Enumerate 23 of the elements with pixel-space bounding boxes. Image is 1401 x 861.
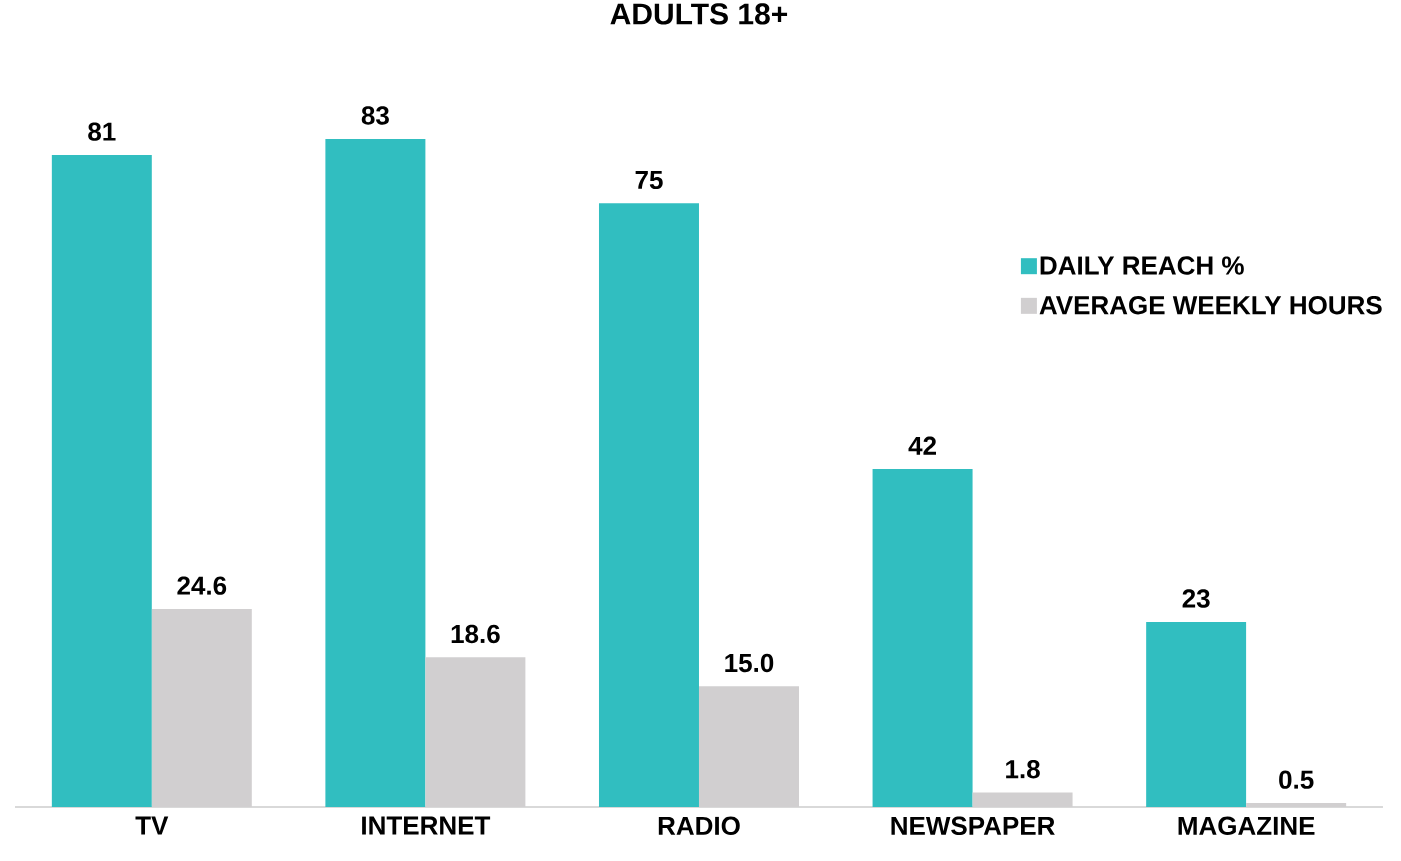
data-label: 0.5 bbox=[1279, 770, 1314, 789]
x-tick-label: INTERNET bbox=[362, 816, 491, 835]
legend-label: AVERAGE WEEKLY HOURS bbox=[1039, 295, 1382, 315]
data-label: 83 bbox=[361, 106, 389, 125]
bar bbox=[325, 138, 426, 808]
x-tick-label: MAGAZINE bbox=[1178, 816, 1315, 835]
x-tick-label: NEWSPAPER bbox=[891, 816, 1055, 835]
data-label: 23 bbox=[1182, 589, 1210, 608]
bar bbox=[51, 154, 152, 808]
data-label: 75 bbox=[635, 170, 663, 190]
data-label: 81 bbox=[88, 122, 116, 141]
x-tick-label: RADIO bbox=[658, 816, 740, 835]
bar bbox=[872, 468, 973, 808]
chart-title: ADULTS 18+ bbox=[610, 3, 788, 25]
data-label: 18.6 bbox=[451, 624, 500, 644]
data-label: 42 bbox=[908, 436, 936, 455]
bar bbox=[1146, 621, 1247, 808]
x-tick-label: TV bbox=[135, 816, 169, 835]
data-label: 24.6 bbox=[177, 576, 227, 595]
bar bbox=[598, 203, 699, 808]
data-label: 1.8 bbox=[1006, 759, 1040, 779]
data-label: 15.0 bbox=[725, 653, 774, 673]
legend-label: DAILY REACH % bbox=[1040, 256, 1244, 275]
